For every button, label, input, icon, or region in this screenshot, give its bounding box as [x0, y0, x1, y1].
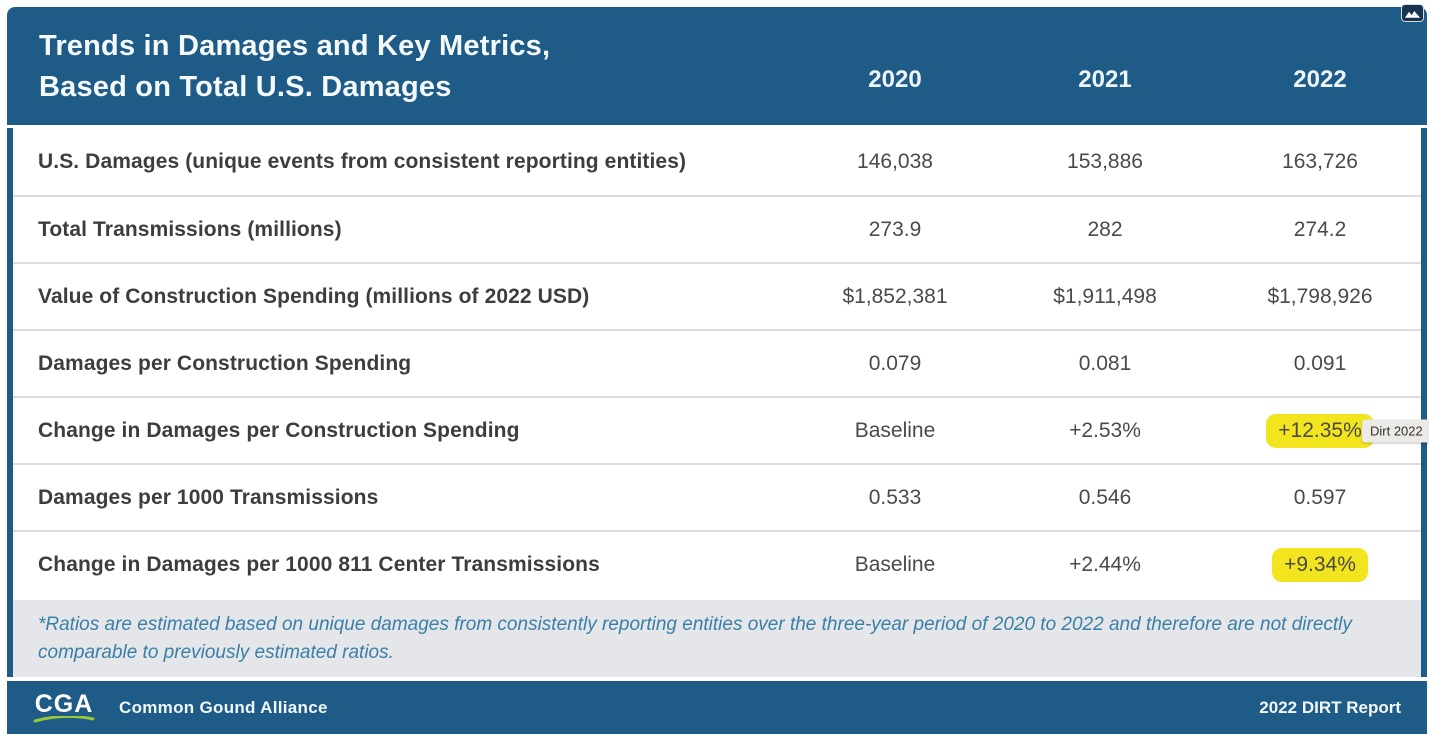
value-2022: 0.091 — [1293, 351, 1347, 375]
table-footnote-divider — [13, 597, 1421, 600]
annotation-label: Dirt 2022 — [1362, 419, 1429, 442]
value-2022: 0.597 — [1293, 485, 1347, 509]
row-label: U.S. Damages (unique events from consist… — [38, 149, 687, 173]
report-slide-panel: Trends in Damages and Key Metrics, Based… — [7, 7, 1429, 734]
value-2021: 282 — [1087, 217, 1123, 241]
value-2020: $1,852,381 — [842, 284, 948, 308]
cga-logo-text: CGA — [34, 690, 94, 718]
picture-in-picture-icon[interactable] — [1401, 4, 1424, 22]
footnote-footer-divider — [7, 677, 1427, 681]
table-row: Change in Damages per 1000 811 Center Tr… — [13, 530, 1421, 597]
value-2022: +9.34% — [1219, 547, 1421, 582]
value-2022: $1,798,926 — [1267, 284, 1373, 308]
value-2022: 274.2 — [1293, 217, 1347, 241]
table-row: Damages per Construction Spending 0.079 … — [13, 329, 1421, 396]
value-2021: 0.081 — [1078, 351, 1132, 375]
row-label: Change in Damages per Construction Spend… — [38, 418, 520, 442]
footer-bar: CGA Common Gound Alliance 2022 DIRT Repo… — [7, 681, 1427, 734]
value-2021: $1,911,498 — [1053, 284, 1157, 308]
table-row: Total Transmissions (millions) 273.9 282… — [13, 195, 1421, 262]
value-2021: +2.53% — [1069, 418, 1141, 442]
report-title: 2022 DIRT Report — [1259, 697, 1401, 717]
value-2021: +2.44% — [1069, 552, 1141, 576]
page-title: Trends in Damages and Key Metrics, Based… — [13, 7, 799, 125]
value-2020: 0.079 — [868, 351, 922, 375]
column-header-2020: 2020 — [868, 66, 922, 93]
table-row: Damages per 1000 Transmissions 0.533 0.5… — [13, 463, 1421, 530]
value-2020: Baseline — [854, 552, 936, 576]
row-label: Value of Construction Spending (millions… — [38, 284, 590, 308]
value-2021: 153,886 — [1067, 149, 1143, 173]
table-row: Value of Construction Spending (millions… — [13, 262, 1421, 329]
row-label: Damages per 1000 Transmissions — [38, 485, 379, 509]
row-label: Damages per Construction Spending — [38, 351, 412, 375]
title-line-1: Trends in Damages and Key Metrics, — [39, 30, 551, 62]
value-2020: 0.533 — [868, 485, 922, 509]
column-header-2022: 2022 — [1293, 66, 1347, 93]
value-2022: +12.35% Dirt 2022 — [1219, 413, 1429, 448]
header-divider — [7, 125, 1427, 128]
table-content: U.S. Damages (unique events from consist… — [7, 128, 1429, 677]
cga-logo: CGA — [33, 690, 95, 724]
value-2021: 0.546 — [1078, 485, 1132, 509]
table-header: Trends in Damages and Key Metrics, Based… — [7, 7, 1427, 125]
highlighted-value: +12.35% — [1266, 413, 1374, 448]
image-glyph-icon — [1404, 10, 1421, 18]
value-2020: Baseline — [854, 418, 936, 442]
cga-logo-swoosh-icon — [33, 716, 95, 723]
organization-name: Common Gound Alliance — [119, 697, 328, 717]
title-line-2: Based on Total U.S. Damages — [39, 71, 452, 103]
table-row: U.S. Damages (unique events from consist… — [13, 128, 1421, 195]
footnote-text: *Ratios are estimated based on unique da… — [13, 600, 1421, 677]
value-2020: 273.9 — [868, 217, 922, 241]
metrics-table-body: U.S. Damages (unique events from consist… — [13, 128, 1429, 597]
row-label: Change in Damages per 1000 811 Center Tr… — [38, 552, 600, 576]
column-header-2021: 2021 — [1078, 66, 1132, 93]
table-row: Change in Damages per Construction Spend… — [13, 396, 1429, 463]
highlighted-value: +9.34% — [1272, 547, 1368, 582]
value-2020: 146,038 — [857, 149, 933, 173]
value-2022: 163,726 — [1282, 149, 1358, 173]
row-label: Total Transmissions (millions) — [38, 217, 342, 241]
